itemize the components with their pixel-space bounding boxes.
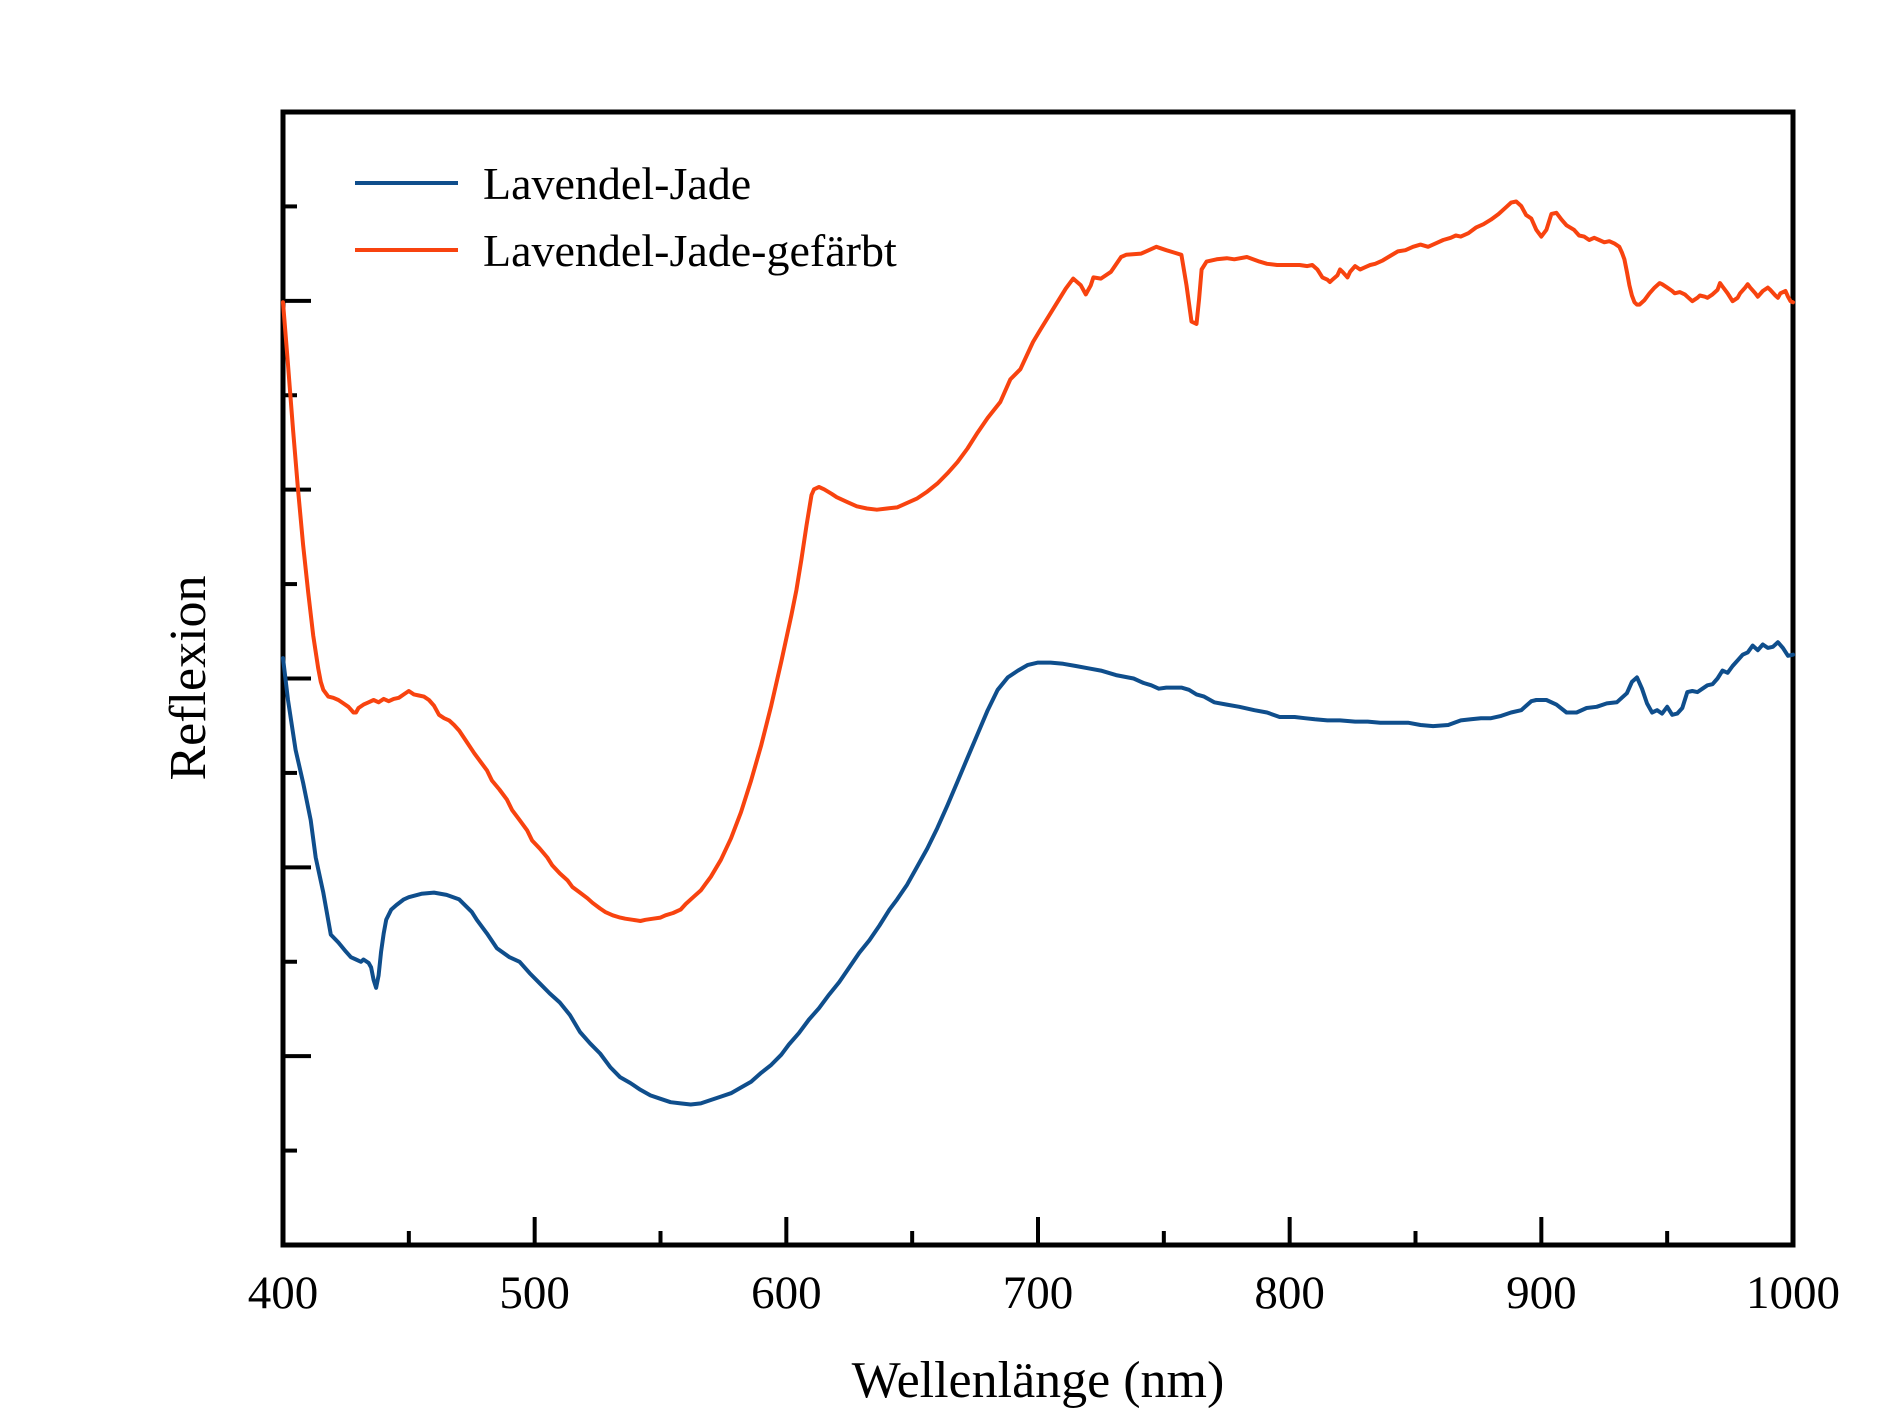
x-axis-ticks	[281, 1217, 1795, 1245]
series-line-lavendel-jade	[281, 640, 1795, 1107]
legend-label-lavendel-jade-gefaerbt: Lavendel-Jade-gefärbt	[483, 225, 897, 276]
x-tick-label-400: 400	[248, 1267, 319, 1319]
legend-label-lavendel-jade: Lavendel-Jade	[483, 158, 751, 209]
legend: Lavendel-Jade Lavendel-Jade-gefärbt	[355, 158, 897, 276]
y-axis-label: Reflexion	[160, 575, 217, 780]
x-tick-label-600: 600	[751, 1267, 822, 1319]
x-tick-label-800: 800	[1254, 1267, 1325, 1319]
x-axis-tick-labels: 400 500 600 700 800 900 1000	[248, 1267, 1840, 1319]
series-lines	[281, 199, 1795, 1107]
series-line-lavendel-jade-gefaerbt	[281, 199, 1795, 923]
x-tick-label-700: 700	[1003, 1267, 1074, 1319]
x-axis-label: Wellenlänge (nm)	[852, 1352, 1225, 1409]
x-tick-label-900: 900	[1506, 1267, 1577, 1319]
x-tick-label-500: 500	[499, 1267, 570, 1319]
x-tick-label-1000: 1000	[1746, 1267, 1840, 1319]
plot-frame	[280, 109, 1796, 1248]
